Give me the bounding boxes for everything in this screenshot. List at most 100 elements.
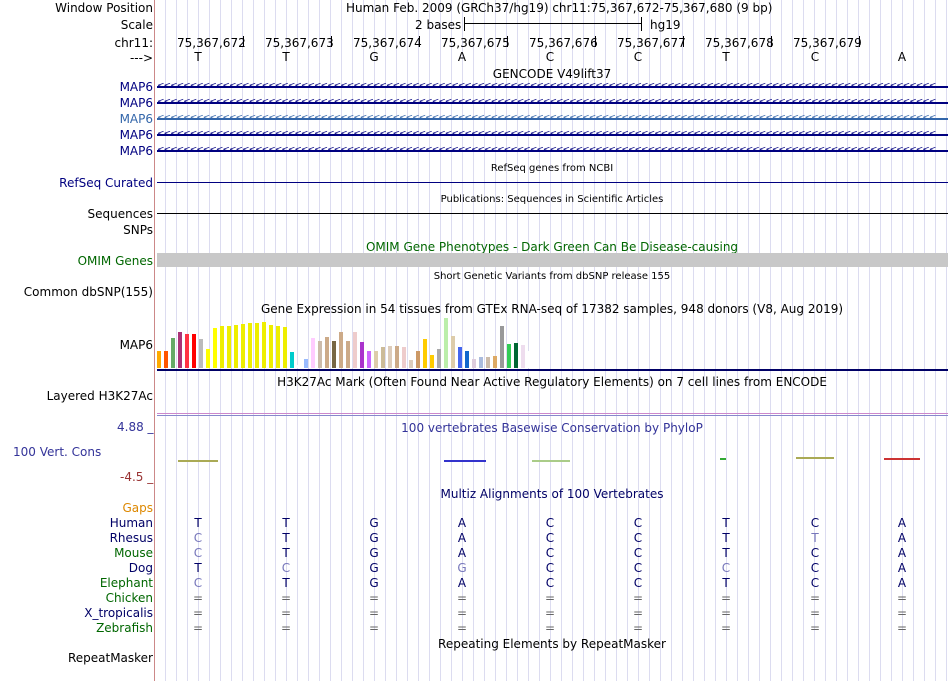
gtex-tissue-bar[interactable] [332,341,336,368]
gtex-tissue-bar[interactable] [325,337,329,368]
multiz-base: C [810,546,820,560]
publications-label[interactable]: Sequences [87,207,153,221]
grid-line [693,0,694,681]
gtex-tissue-bar[interactable] [213,328,217,368]
grid-line [539,0,540,681]
omim-label[interactable]: OMIM Genes [77,254,153,268]
gencode-gene-line[interactable]: <<<<<<<<<<<<<<<<<<<<<<<<<<<<<<<<<<<<<<<<… [157,145,948,155]
gtex-tissue-bar[interactable] [521,345,525,368]
gtex-bar-chart[interactable] [157,316,537,368]
gtex-tissue-bar[interactable] [395,346,399,368]
gtex-tissue-bar[interactable] [290,352,294,368]
multiz-species-label[interactable]: Chicken [105,591,153,605]
gtex-tissue-bar[interactable] [220,326,224,368]
gtex-tissue-bar[interactable] [227,326,231,368]
repeatmasker-label[interactable]: RepeatMasker [67,651,153,665]
grid-line [671,0,672,681]
gtex-tissue-bar[interactable] [206,349,210,368]
gtex-tissue-bar[interactable] [423,339,427,368]
gencode-gene-label[interactable]: MAP6 [119,112,153,126]
gencode-gene-label[interactable]: MAP6 [119,128,153,142]
multiz-base: T [722,516,730,530]
publications-line[interactable] [157,213,948,214]
gtex-tissue-bar[interactable] [528,351,532,368]
phylop-label[interactable]: 100 Vert. Cons [13,445,102,459]
gtex-tissue-bar[interactable] [248,323,252,368]
gencode-gene-label[interactable]: MAP6 [119,144,153,158]
gtex-tissue-bar[interactable] [199,339,203,368]
snps-label[interactable]: SNPs [123,223,153,237]
multiz-base: A [897,516,907,530]
gtex-tissue-bar[interactable] [255,323,259,368]
gtex-tissue-bar[interactable] [339,332,343,368]
gtex-tissue-bar[interactable] [283,327,287,368]
gtex-tissue-bar[interactable] [430,355,434,368]
gtex-tissue-bar[interactable] [276,326,280,368]
gtex-tissue-bar[interactable] [500,326,504,368]
gtex-label[interactable]: MAP6 [119,338,153,352]
gtex-tissue-bar[interactable] [409,360,413,368]
gtex-tissue-bar[interactable] [486,357,490,368]
multiz-base: C [193,531,203,545]
multiz-species-label[interactable]: Zebrafish [96,621,153,635]
refseq-line[interactable] [157,182,948,183]
gtex-tissue-bar[interactable] [465,351,469,368]
multiz-base: C [810,576,820,590]
omim-bar[interactable] [157,253,948,267]
gtex-tissue-bar[interactable] [451,336,455,368]
multiz-base: A [457,531,467,545]
gtex-tissue-bar[interactable] [234,325,238,368]
gencode-gene-line[interactable]: <<<<<<<<<<<<<<<<<<<<<<<<<<<<<<<<<<<<<<<<… [157,97,948,107]
gtex-tissue-bar[interactable] [381,347,385,368]
gencode-gene-line[interactable]: <<<<<<<<<<<<<<<<<<<<<<<<<<<<<<<<<<<<<<<<… [157,81,948,91]
gtex-tissue-bar[interactable] [514,343,518,368]
base-letter: G [369,50,379,64]
grid-line [924,0,925,681]
refseq-label[interactable]: RefSeq Curated [59,176,153,190]
multiz-species-label[interactable]: Rhesus [109,531,153,545]
gtex-tissue-bar[interactable] [353,332,357,368]
gencode-gene-line[interactable]: <<<<<<<<<<<<<<<<<<<<<<<<<<<<<<<<<<<<<<<<… [157,129,948,139]
gtex-tissue-bar[interactable] [185,334,189,368]
multiz-species-label[interactable]: X_tropicalis [84,606,153,620]
gtex-tissue-bar[interactable] [297,365,301,368]
gtex-tissue-bar[interactable] [437,349,441,368]
gtex-tissue-bar[interactable] [444,318,448,368]
gtex-tissue-bar[interactable] [241,324,245,368]
grid-line [374,0,375,681]
grid-line [484,0,485,681]
gtex-tissue-bar[interactable] [479,357,483,368]
gtex-tissue-bar[interactable] [493,356,497,368]
gtex-tissue-bar[interactable] [192,334,196,368]
gencode-gene-line[interactable]: <<<<<<<<<<<<<<<<<<<<<<<<<<<<<<<<<<<<<<<<… [157,113,948,123]
gencode-gene-label[interactable]: MAP6 [119,80,153,94]
gtex-tissue-bar[interactable] [472,359,476,368]
dbsnp-label[interactable]: Common dbSNP(155) [23,285,153,299]
base-letter: A [457,50,467,64]
h3k27ac-label[interactable]: Layered H3K27Ac [46,389,153,403]
gencode-gene-label[interactable]: MAP6 [119,96,153,110]
gtex-tissue-bar[interactable] [262,322,266,368]
gtex-tissue-bar[interactable] [360,342,364,368]
grid-line [165,0,166,681]
gtex-tissue-bar[interactable] [388,346,392,368]
multiz-species-label[interactable]: Dog [128,561,153,575]
gtex-tissue-bar[interactable] [402,347,406,368]
multiz-species-label[interactable]: Elephant [99,576,153,590]
gtex-tissue-bar[interactable] [318,341,322,368]
gtex-tissue-bar[interactable] [346,341,350,368]
gtex-tissue-bar[interactable] [311,338,315,368]
gtex-tissue-bar[interactable] [367,351,371,368]
gtex-tissue-bar[interactable] [178,332,182,368]
gtex-tissue-bar[interactable] [416,351,420,368]
gtex-tissue-bar[interactable] [304,359,308,368]
gtex-tissue-bar[interactable] [458,347,462,368]
gtex-tissue-bar[interactable] [507,344,511,368]
gtex-tissue-bar[interactable] [374,351,378,368]
gtex-tissue-bar[interactable] [164,351,168,368]
multiz-species-label[interactable]: Mouse [114,546,153,560]
gtex-tissue-bar[interactable] [171,338,175,368]
gtex-tissue-bar[interactable] [157,351,161,368]
multiz-species-label[interactable]: Human [109,516,153,530]
gtex-tissue-bar[interactable] [269,325,273,368]
